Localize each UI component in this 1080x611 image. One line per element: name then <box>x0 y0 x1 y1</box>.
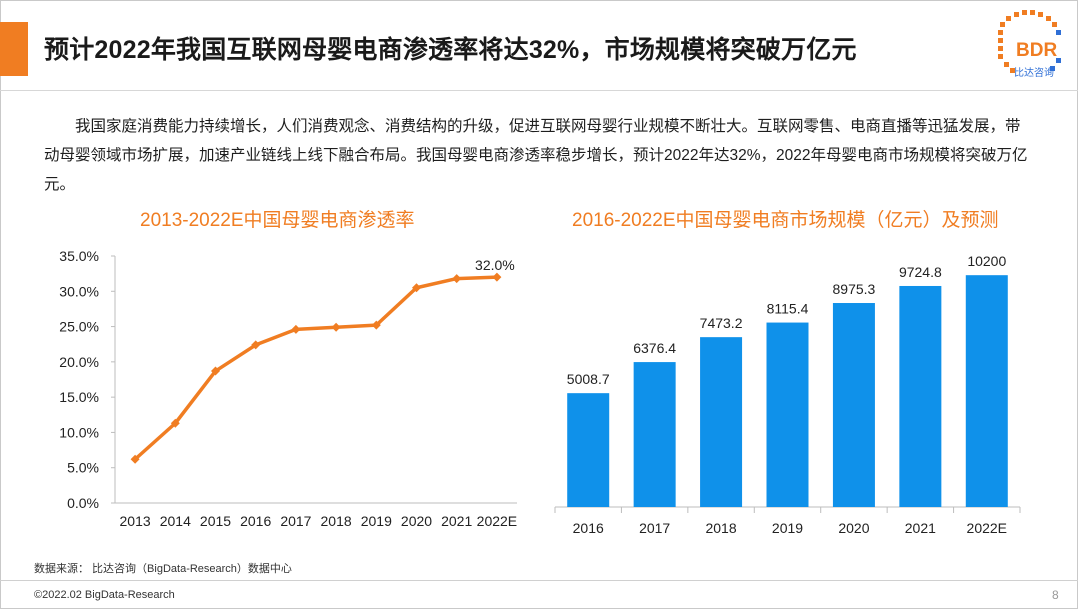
line-chart-point <box>371 320 381 330</box>
line-chart-series-line <box>133 275 497 461</box>
line-chart-x-tick-label: 2021 <box>441 513 472 529</box>
title-accent-bar <box>0 22 28 76</box>
line-chart-x-tick-label: 2018 <box>321 513 352 529</box>
line-chart-title: 2013-2022E中国母婴电商渗透率 <box>140 210 415 231</box>
line-chart-y-tick-label: 20.0% <box>59 354 99 370</box>
line-chart-point <box>251 340 261 350</box>
line-chart-x-tick-label: 2014 <box>160 513 191 529</box>
line-chart-y-tick-label: 30.0% <box>59 283 99 299</box>
line-chart-x-tick-label: 2020 <box>401 513 432 529</box>
logo-text: BDR <box>1016 40 1058 61</box>
line-chart-x-tick-label: 2013 <box>120 513 151 529</box>
line-chart-x-tick-label: 2022E <box>477 513 517 529</box>
line-chart-y-tick-label: 10.0% <box>59 424 99 440</box>
line-chart-x-tick-label: 2016 <box>240 513 271 529</box>
copyright-text: ©2022.02 BigData-Research <box>34 589 175 601</box>
logo-subtitle: 比达咨询 <box>1014 68 1054 79</box>
intro-paragraph: 我国家庭消费能力持续增长，人们消费观念、消费结构的升级，促进互联网母婴行业规模不… <box>44 118 1028 193</box>
line-chart-point <box>211 366 220 376</box>
line-chart-x-tick-label: 2019 <box>361 513 392 529</box>
line-chart-point <box>412 283 421 293</box>
line-chart-point <box>130 454 140 464</box>
line-chart-y-tick-label: 25.0% <box>59 319 99 335</box>
line-chart-point <box>291 324 301 334</box>
line-chart-point <box>452 274 462 284</box>
footer-divider <box>0 580 1078 581</box>
bar-chart-title: 2016-2022E中国母婴电商市场规模（亿元）及预测 <box>572 210 999 231</box>
line-chart-x-tick-label: 2015 <box>200 513 231 529</box>
bdr-logo-icon <box>998 10 1061 73</box>
line-chart-data-label: 32.0% <box>475 257 515 273</box>
page-number: 8 <box>1052 588 1059 602</box>
page-title: 预计2022年我国互联网母婴电商渗透率将达32%，市场规模将突破万亿元 <box>44 36 857 64</box>
data-source-note: 数据来源： 比达咨询（BigData-Research）数据中心 <box>34 563 292 575</box>
line-chart-point <box>492 272 502 282</box>
line-chart-x-tick-label: 2017 <box>280 513 311 529</box>
line-chart-y-tick-label: 35.0% <box>59 248 99 264</box>
line-chart-y-tick-label: 5.0% <box>67 460 99 476</box>
line-chart-point <box>331 322 341 332</box>
line-chart-y-tick-label: 15.0% <box>59 389 99 405</box>
line-chart-y-tick-label: 0.0% <box>67 495 99 511</box>
header-divider <box>0 90 1078 91</box>
line-chart-point <box>170 418 180 428</box>
